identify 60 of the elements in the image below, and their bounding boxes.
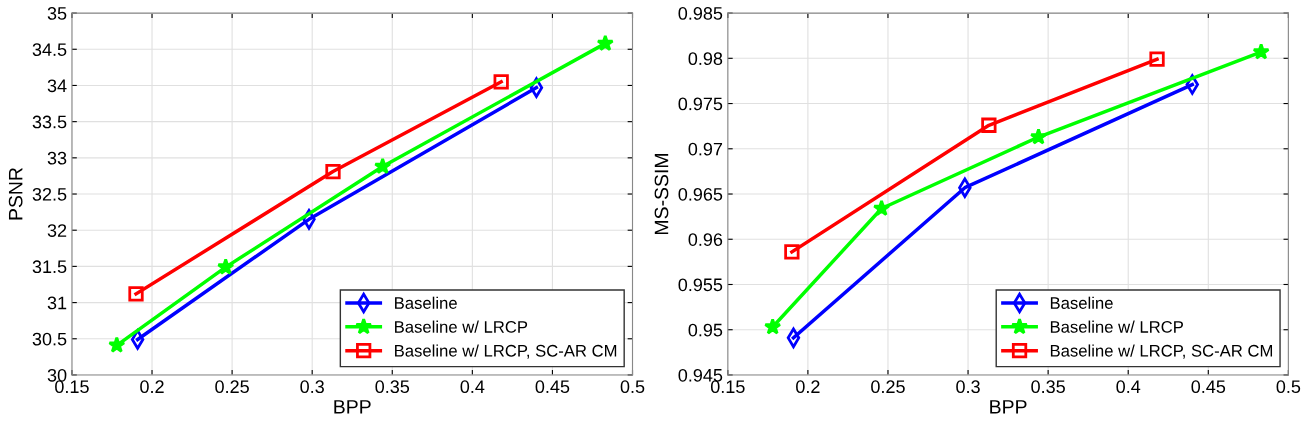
y-tick-label: 34.5 bbox=[32, 43, 67, 56]
legend-label: Baseline w/ LRCP bbox=[1050, 320, 1183, 333]
y-tick-label: 0.95 bbox=[688, 323, 723, 337]
point bbox=[128, 286, 144, 302]
point bbox=[872, 199, 891, 217]
point bbox=[493, 74, 509, 90]
y-tick-label: 0.985 bbox=[678, 7, 723, 20]
point bbox=[596, 34, 614, 52]
y-tick-label: 30.5 bbox=[32, 332, 67, 346]
point bbox=[374, 157, 392, 175]
x-tick-label: 0.35 bbox=[1031, 380, 1065, 394]
x-tick-label: 0.35 bbox=[375, 380, 410, 394]
y-axis-title: MS-SSIM bbox=[654, 154, 669, 235]
x-tick-label: 0.25 bbox=[215, 380, 249, 394]
y-tick-label: 0.96 bbox=[688, 233, 723, 246]
y-tick-label: 34 bbox=[47, 79, 67, 93]
legend-label: Baseline bbox=[1050, 296, 1113, 309]
x-tick-label: 0.25 bbox=[871, 380, 905, 394]
y-tick-label: 0.955 bbox=[678, 278, 723, 292]
y-axis-title: PSNR bbox=[8, 167, 23, 220]
point bbox=[981, 117, 997, 133]
x-tick-label: 0.5 bbox=[620, 380, 645, 394]
y-tick-label: 0.945 bbox=[678, 368, 723, 382]
point bbox=[1252, 42, 1270, 60]
point bbox=[1149, 51, 1165, 67]
x-tick-label: 0.4 bbox=[460, 380, 485, 394]
x-tick-label: 0.3 bbox=[956, 380, 980, 394]
y-tick-label: 32.5 bbox=[32, 187, 67, 201]
legend-label: Baseline w/ LRCP, SC-AR CM bbox=[1050, 344, 1273, 359]
point bbox=[784, 244, 800, 260]
y-tick-label: 0.975 bbox=[678, 97, 723, 111]
y-tick-label: 33.5 bbox=[32, 115, 67, 129]
x-tick-label: 0.3 bbox=[300, 380, 324, 394]
y-tick-label: 0.97 bbox=[688, 142, 723, 156]
y-tick-label: 30 bbox=[47, 368, 67, 382]
point bbox=[325, 163, 341, 180]
x-tick-label: 0.45 bbox=[1191, 380, 1226, 394]
y-tick-label: 33 bbox=[47, 151, 67, 165]
point bbox=[217, 258, 235, 275]
y-tick-label: 31 bbox=[47, 296, 67, 310]
y-tick-label: 0.965 bbox=[678, 187, 723, 201]
x-axis-title: BPP bbox=[990, 400, 1027, 414]
point bbox=[108, 336, 126, 353]
point bbox=[764, 317, 782, 335]
x-tick-label: 0.2 bbox=[140, 380, 164, 394]
y-tick-label: 31.5 bbox=[32, 260, 67, 274]
x-tick-label: 0.4 bbox=[1116, 380, 1141, 394]
x-tick-label: 0.2 bbox=[796, 380, 820, 394]
legend-label: Baseline w/ LRCP, SC-AR CM bbox=[395, 344, 617, 359]
x-tick-label: 0.5 bbox=[1276, 380, 1301, 394]
x-tick-label: 0.45 bbox=[535, 380, 570, 394]
y-tick-label: 32 bbox=[47, 224, 67, 237]
point bbox=[1029, 127, 1048, 145]
y-tick-label: 35 bbox=[47, 7, 67, 20]
x-axis-title: BPP bbox=[334, 400, 371, 414]
x-tick-label: 0.15 bbox=[55, 380, 89, 394]
legend-label: Baseline bbox=[395, 296, 457, 309]
legend-label: Baseline w/ LRCP bbox=[395, 320, 528, 333]
y-tick-label: 0.98 bbox=[688, 52, 723, 66]
x-tick-label: 0.15 bbox=[710, 380, 745, 394]
